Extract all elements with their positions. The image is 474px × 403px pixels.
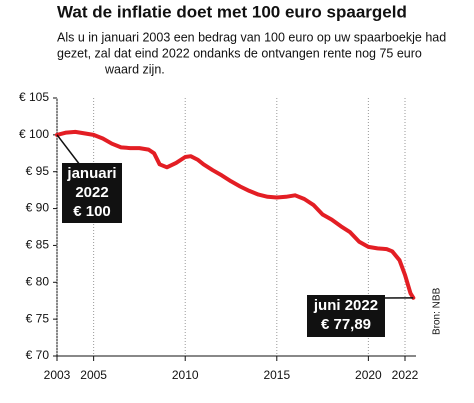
- y-tick-label: € 90: [26, 201, 50, 215]
- annotation-box: [62, 163, 122, 223]
- chart-title: Wat de inflatie doet met 100 euro spaarg…: [57, 2, 407, 21]
- x-tick-label: 2010: [172, 368, 199, 382]
- y-tick-label: € 100: [19, 127, 49, 141]
- annotation-text: 2022: [75, 184, 108, 201]
- y-tick-label: € 75: [26, 311, 50, 325]
- annotation-box: [307, 295, 385, 337]
- annotation-connector: [56, 134, 81, 166]
- subtitle: waard zijn.: [104, 62, 165, 76]
- y-tick-label: € 105: [19, 90, 49, 104]
- x-tick-label: 2020: [355, 368, 382, 382]
- x-tick-label: 2022: [392, 368, 419, 382]
- line-series: [55, 129, 416, 300]
- y-tick-label: € 95: [26, 164, 50, 178]
- annotation-text: € 77,89: [321, 316, 371, 333]
- subtitle: gezet, zal dat eind 2022 ondanks de ontv…: [57, 46, 422, 60]
- annotation-text: juni 2022: [313, 297, 378, 314]
- subtitle: Als u in januari 2003 een bedrag van 100…: [57, 30, 446, 44]
- annotation-text: januari: [66, 165, 116, 182]
- annotation-text: € 100: [73, 203, 111, 220]
- x-tick-label: 2015: [263, 368, 290, 382]
- source: Bron: NBB: [432, 287, 443, 335]
- x-tick-label: 2003: [44, 368, 71, 382]
- y-tick-label: € 70: [26, 348, 50, 362]
- y-tick-label: € 80: [26, 274, 50, 288]
- x-tick-label: 2005: [80, 368, 107, 382]
- y-tick-label: € 85: [26, 238, 50, 252]
